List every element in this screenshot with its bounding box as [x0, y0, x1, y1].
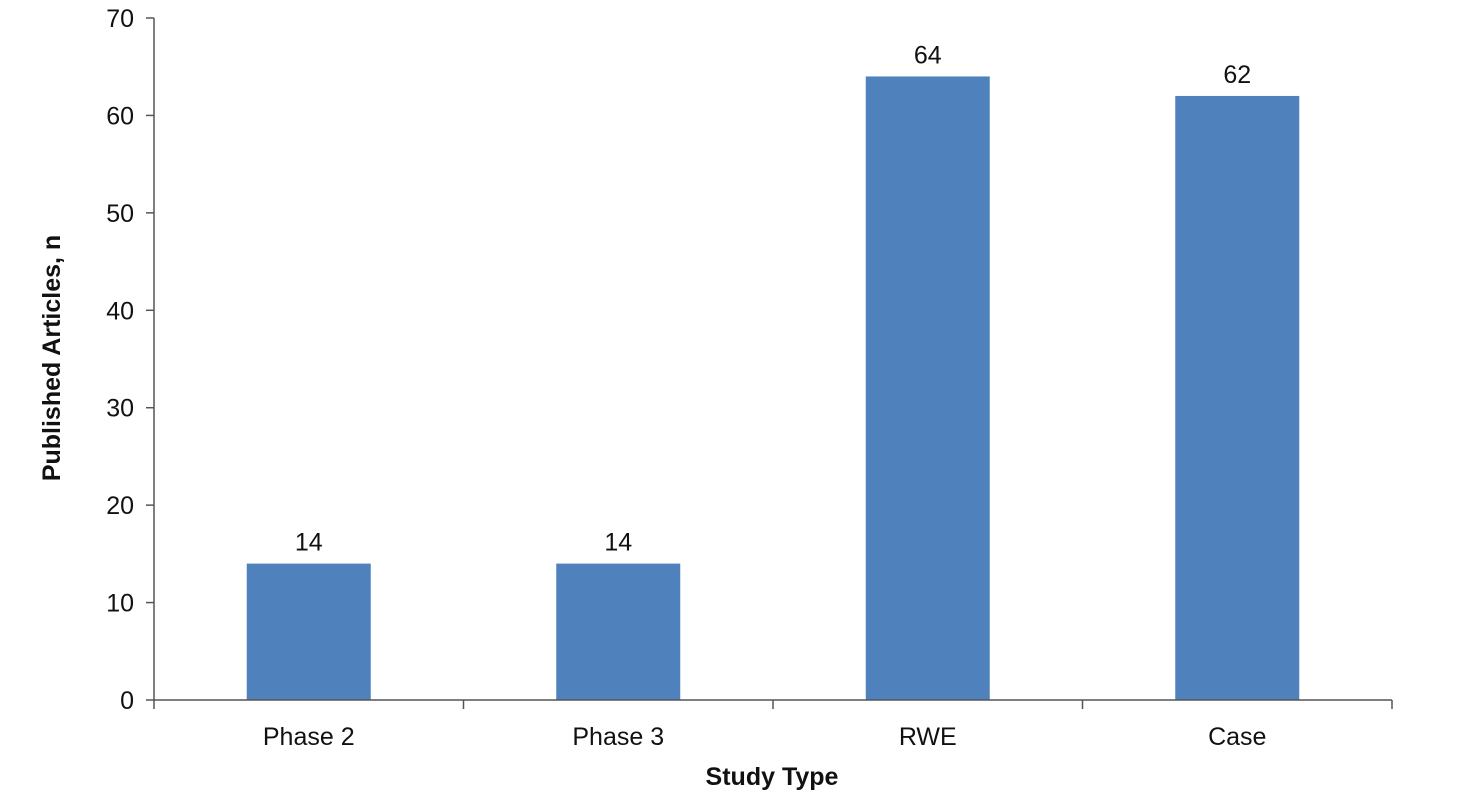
- axes-layer: 0 10 20 30 40 50 60 70 Phase 2 Phase 3 RWE Case: [106, 5, 1393, 751]
- bar-case: [1175, 95, 1300, 700]
- data-label: 14: [604, 529, 632, 557]
- y-tick-label: 20: [106, 492, 134, 520]
- y-tick-label: 50: [106, 200, 134, 228]
- y-tick-label: 0: [120, 687, 134, 715]
- y-tick-label: 70: [106, 5, 134, 33]
- x-tick-label: Phase 2: [263, 723, 355, 751]
- data-label: 62: [1223, 61, 1251, 89]
- y-tick-label: 10: [106, 590, 134, 618]
- y-tick-label: 40: [106, 297, 134, 325]
- bar-rwe: [865, 76, 990, 700]
- bar-phase-2: [246, 563, 371, 700]
- y-tick-label: 30: [106, 395, 134, 423]
- x-tick-label: Case: [1208, 723, 1266, 751]
- y-tick-label: 60: [106, 102, 134, 130]
- data-label: 14: [295, 529, 323, 557]
- x-axis-title: Study Type: [706, 763, 839, 791]
- bars-layer: 14 14 64 62: [246, 41, 1300, 700]
- x-tick-label: Phase 3: [572, 723, 664, 751]
- bar-phase-3: [556, 563, 681, 700]
- data-label: 64: [914, 41, 942, 69]
- x-tick-label: RWE: [899, 723, 957, 751]
- y-axis-title: Published Articles, n: [38, 235, 66, 481]
